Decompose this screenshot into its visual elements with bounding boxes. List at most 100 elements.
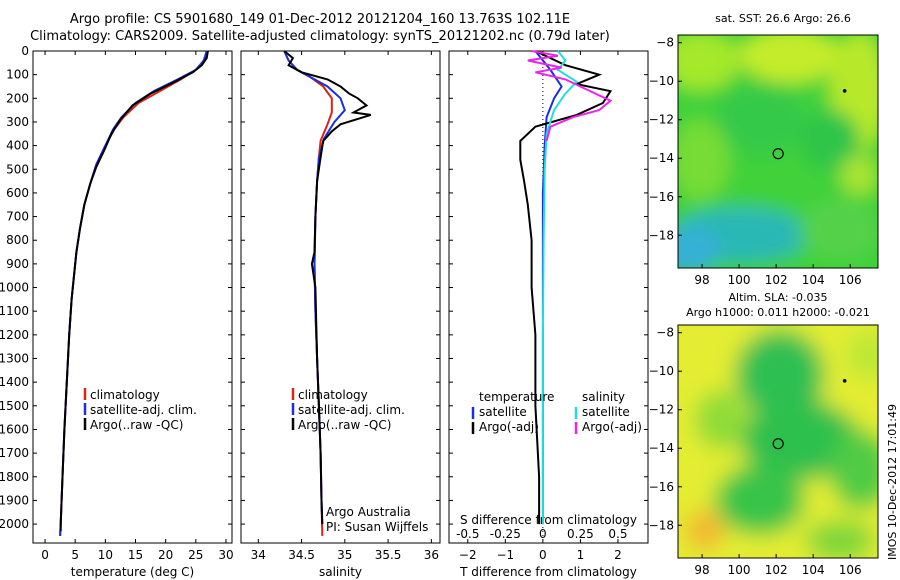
x-tick-label: 1 bbox=[577, 548, 585, 562]
x-tick-label: 20 bbox=[158, 548, 173, 562]
y-tick-label: 1300 bbox=[0, 352, 29, 366]
annotation-text: Argo Australia bbox=[326, 505, 411, 519]
x-tick-label: 34 bbox=[251, 548, 266, 562]
y-tick-label: 100 bbox=[6, 68, 29, 82]
x-tick-label: 102 bbox=[765, 563, 788, 577]
y-tick-label: −14 bbox=[649, 151, 674, 165]
series-line bbox=[59, 50, 208, 536]
y-tick-label: −8 bbox=[656, 36, 674, 50]
x-axis-label: temperature (deg C) bbox=[71, 565, 194, 579]
x-tick-label: 100 bbox=[728, 273, 751, 287]
temperature-panel: 0 5 10 15 20 25 30 temperature (deg C) 0 100 200 30… bbox=[0, 44, 234, 579]
y-tick-label: −12 bbox=[649, 113, 674, 127]
x-tick-label: 106 bbox=[839, 273, 862, 287]
legend-label: climatology bbox=[298, 388, 368, 402]
y-tick-label: 700 bbox=[6, 210, 29, 224]
map-frame bbox=[677, 34, 879, 269]
y-tick-label: −18 bbox=[649, 518, 674, 532]
profile-dot-marker bbox=[842, 379, 847, 383]
y-tick-label: 1100 bbox=[0, 304, 29, 318]
top-x-tick-label: 0 bbox=[539, 527, 547, 541]
y-tick-label: −10 bbox=[649, 74, 674, 88]
x-tick-label: 5 bbox=[71, 548, 79, 562]
x-tick-label: 10 bbox=[98, 548, 113, 562]
top-x-tick-label: -0.5 bbox=[456, 527, 479, 541]
top-axis-label: S difference from climatology bbox=[460, 513, 637, 527]
x-tick-label: 98 bbox=[694, 563, 709, 577]
x-tick-label: 104 bbox=[802, 563, 825, 577]
profile-dot-marker bbox=[842, 89, 847, 93]
x-axis-label: T difference from climatology bbox=[459, 565, 637, 579]
x-tick-label: 0 bbox=[41, 548, 49, 562]
x-tick-label: 98 bbox=[694, 273, 709, 287]
figure-title-line2: Climatology: CARS2009. Satellite-adjuste… bbox=[30, 29, 610, 44]
annotation-text: PI: Susan Wijffels bbox=[326, 520, 428, 534]
salinity-panel: 34 34.5 35 35.5 36 salinity climatologysatelli… bbox=[240, 50, 441, 579]
y-tick-label: −16 bbox=[649, 480, 674, 494]
y-tick-label: 200 bbox=[6, 91, 29, 105]
top-x-tick-label: 0.5 bbox=[608, 527, 627, 541]
legend-label: salinity bbox=[582, 390, 625, 404]
panel-frame bbox=[240, 50, 441, 544]
figure-title-line1: Argo profile: CS 5901680_149 01-Dec-2012… bbox=[69, 12, 571, 27]
x-tick-label: 35 bbox=[337, 548, 352, 562]
series-line bbox=[527, 50, 613, 142]
y-tick-label: 800 bbox=[6, 233, 29, 247]
x-tick-label: 102 bbox=[765, 273, 788, 287]
legend-label: Argo(..raw -QC) bbox=[90, 418, 183, 432]
map-title-line2: Argo h1000: 0.011 h2000: -0.021 bbox=[686, 306, 870, 319]
argo-position-marker bbox=[772, 438, 784, 450]
y-tick-label: −12 bbox=[649, 403, 674, 417]
map-title-line1: Altim. SLA: -0.035 bbox=[728, 291, 827, 304]
sst-heatmap bbox=[678, 35, 878, 268]
y-tick-label: −18 bbox=[649, 228, 674, 242]
argo-position-marker bbox=[772, 148, 784, 160]
y-tick-label: −14 bbox=[649, 441, 674, 455]
y-tick-label: −10 bbox=[649, 364, 674, 378]
legend-label: satellite-adj. clim. bbox=[298, 403, 405, 417]
legend-label: Argo(-adj) bbox=[582, 420, 642, 434]
legend-label: satellite bbox=[582, 405, 630, 419]
sla-heatmap bbox=[678, 325, 878, 558]
y-tick-label: 400 bbox=[6, 139, 29, 153]
y-tick-label: 1600 bbox=[0, 422, 29, 436]
series-line bbox=[283, 50, 372, 525]
legend-label: climatology bbox=[90, 388, 160, 402]
x-tick-label: 104 bbox=[802, 273, 825, 287]
x-axis-label: salinity bbox=[319, 565, 362, 579]
y-tick-label: 300 bbox=[6, 115, 29, 129]
y-tick-label: 600 bbox=[6, 186, 29, 200]
x-tick-label: 2 bbox=[614, 548, 622, 562]
y-tick-label: 1500 bbox=[0, 399, 29, 413]
x-tick-label: 0 bbox=[539, 548, 547, 562]
x-tick-label: −1 bbox=[496, 548, 514, 562]
y-tick-label: 1700 bbox=[0, 446, 29, 460]
series-line bbox=[59, 50, 209, 532]
x-tick-label: −2 bbox=[459, 548, 477, 562]
panel-frame bbox=[32, 50, 233, 544]
x-tick-label: 34.5 bbox=[288, 548, 315, 562]
map-frame bbox=[677, 324, 879, 559]
legend-label: satellite bbox=[479, 405, 527, 419]
panel-frame bbox=[448, 50, 649, 544]
top-x-tick-label: -0.25 bbox=[490, 527, 521, 541]
legend-label: temperature bbox=[479, 390, 554, 404]
y-tick-label: 1000 bbox=[0, 281, 29, 295]
x-tick-label: 100 bbox=[728, 563, 751, 577]
x-tick-label: 15 bbox=[128, 548, 143, 562]
y-tick-label: 1800 bbox=[0, 470, 29, 484]
x-tick-label: 25 bbox=[188, 548, 203, 562]
x-tick-label: 30 bbox=[218, 548, 233, 562]
sst-map-axes: 98 100 102 104 106 −8 −10 −12 −14 −16 −18 sat. SST:… bbox=[649, 12, 879, 287]
legend-label: Argo(..raw -QC) bbox=[298, 418, 391, 432]
series-line bbox=[283, 50, 333, 536]
difference-panel: −2 −1 0 1 2 -0.5 -0.25 0 0.25 0.5S difference fro… bbox=[448, 50, 649, 579]
series-line bbox=[519, 50, 613, 525]
y-tick-label: 1200 bbox=[0, 328, 29, 342]
x-tick-label: 106 bbox=[839, 563, 862, 577]
y-tick-label: −8 bbox=[656, 326, 674, 340]
x-tick-label: 36 bbox=[424, 548, 439, 562]
y-tick-label: 900 bbox=[6, 257, 29, 271]
y-tick-label: 500 bbox=[6, 162, 29, 176]
